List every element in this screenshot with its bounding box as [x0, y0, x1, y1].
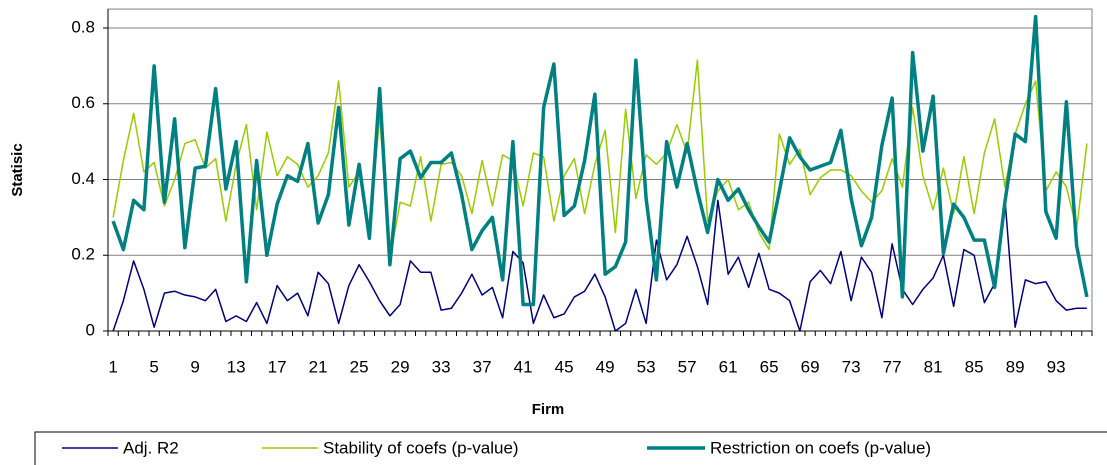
x-tick-label: 29 — [391, 357, 410, 376]
legend-label: Restriction on coefs (p-value) — [710, 438, 931, 457]
x-tick-label: 81 — [924, 357, 943, 376]
y-tick-label: 0.8 — [71, 17, 95, 36]
x-tick-label: 53 — [637, 357, 656, 376]
x-tick-label: 69 — [801, 357, 820, 376]
x-tick-label: 17 — [268, 357, 287, 376]
x-tick-label: 77 — [883, 357, 902, 376]
x-tick-label: 93 — [1047, 357, 1066, 376]
x-tick-label: 5 — [149, 357, 158, 376]
x-tick-label: 57 — [678, 357, 697, 376]
y-tick-label: 0.6 — [71, 93, 95, 112]
legend-box — [34, 431, 1107, 465]
x-tick-label: 25 — [350, 357, 369, 376]
y-tick-label: 0.4 — [71, 169, 95, 188]
x-tick-label: 85 — [965, 357, 984, 376]
legend-label: Stability of coefs (p-value) — [323, 438, 519, 457]
x-tick-label: 41 — [514, 357, 533, 376]
x-tick-label: 45 — [555, 357, 574, 376]
x-tick-label: 37 — [473, 357, 492, 376]
y-axis-title: Statisic — [9, 143, 26, 196]
y-tick-label: 0.2 — [71, 245, 95, 264]
x-tick-label: 65 — [760, 357, 779, 376]
x-tick-label: 21 — [309, 357, 328, 376]
x-tick-label: 9 — [190, 357, 199, 376]
series-line — [112, 197, 1087, 332]
x-axis-title: Firm — [532, 401, 565, 418]
x-tick-label: 13 — [227, 357, 246, 376]
x-tick-label: 73 — [842, 357, 861, 376]
legend-label: Adj. R2 — [123, 438, 179, 457]
x-tick-label: 1 — [108, 357, 117, 376]
x-tick-label: 61 — [719, 357, 738, 376]
x-tick-label: 49 — [596, 357, 615, 376]
x-tick-label: 33 — [432, 357, 451, 376]
series-line — [111, 14, 1089, 307]
x-tick-label: 89 — [1006, 357, 1025, 376]
y-tick-label: 0 — [86, 320, 95, 339]
series-line — [112, 59, 1088, 260]
